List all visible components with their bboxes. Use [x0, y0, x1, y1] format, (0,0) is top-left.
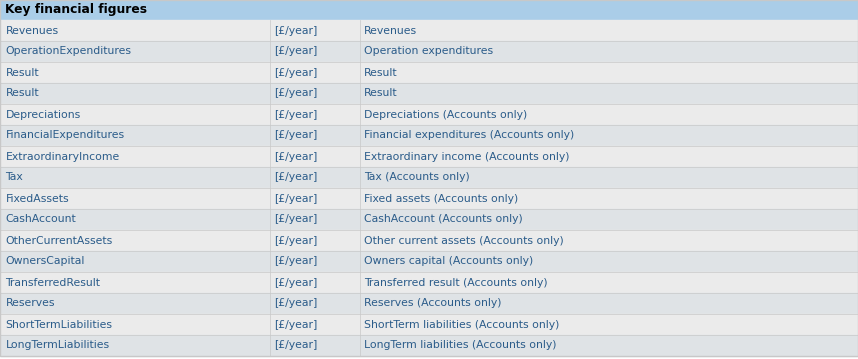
- Text: Owners capital (Accounts only): Owners capital (Accounts only): [365, 256, 534, 266]
- Bar: [0, 230, 858, 251]
- Text: [£/year]: [£/year]: [275, 340, 317, 350]
- Text: [£/year]: [£/year]: [275, 236, 317, 246]
- Bar: [0, 146, 858, 167]
- Text: Result: Result: [365, 67, 398, 78]
- Bar: [0, 0, 858, 20]
- Text: Tax (Accounts only): Tax (Accounts only): [365, 173, 470, 182]
- Text: Extraordinary income (Accounts only): Extraordinary income (Accounts only): [365, 151, 570, 162]
- Bar: [0, 314, 858, 335]
- Text: Financial expenditures (Accounts only): Financial expenditures (Accounts only): [365, 131, 575, 140]
- Text: [£/year]: [£/year]: [275, 320, 317, 330]
- Text: Revenues: Revenues: [365, 25, 418, 36]
- Bar: [0, 272, 858, 293]
- Text: [£/year]: [£/year]: [275, 131, 317, 140]
- Text: Depreciations: Depreciations: [5, 109, 81, 120]
- Text: [£/year]: [£/year]: [275, 214, 317, 224]
- Text: [£/year]: [£/year]: [275, 151, 317, 162]
- Bar: [0, 293, 858, 314]
- Text: FixedAssets: FixedAssets: [5, 194, 69, 204]
- Text: [£/year]: [£/year]: [275, 298, 317, 308]
- Text: Result: Result: [5, 89, 39, 98]
- Text: Other current assets (Accounts only): Other current assets (Accounts only): [365, 236, 564, 246]
- Bar: [0, 104, 858, 125]
- Text: CashAccount: CashAccount: [5, 214, 76, 224]
- Text: OperationExpenditures: OperationExpenditures: [5, 47, 131, 56]
- Text: Revenues: Revenues: [5, 25, 58, 36]
- Text: Reserves: Reserves: [5, 298, 55, 308]
- Text: Result: Result: [5, 67, 39, 78]
- Text: OwnersCapital: OwnersCapital: [5, 256, 85, 266]
- Text: [£/year]: [£/year]: [275, 256, 317, 266]
- Text: [£/year]: [£/year]: [275, 89, 317, 98]
- Bar: [0, 62, 858, 83]
- Text: [£/year]: [£/year]: [275, 194, 317, 204]
- Bar: [0, 167, 858, 188]
- Text: TransferredResult: TransferredResult: [5, 278, 100, 288]
- Text: ShortTerm liabilities (Accounts only): ShortTerm liabilities (Accounts only): [365, 320, 559, 330]
- Text: [£/year]: [£/year]: [275, 173, 317, 182]
- Text: Result: Result: [365, 89, 398, 98]
- Bar: [0, 20, 858, 41]
- Text: OtherCurrentAssets: OtherCurrentAssets: [5, 236, 112, 246]
- Text: [£/year]: [£/year]: [275, 278, 317, 288]
- Text: [£/year]: [£/year]: [275, 67, 317, 78]
- Text: Reserves (Accounts only): Reserves (Accounts only): [365, 298, 502, 308]
- Text: Depreciations (Accounts only): Depreciations (Accounts only): [365, 109, 528, 120]
- Text: [£/year]: [£/year]: [275, 25, 317, 36]
- Bar: [0, 188, 858, 209]
- Text: [£/year]: [£/year]: [275, 47, 317, 56]
- Bar: [0, 335, 858, 356]
- Text: CashAccount (Accounts only): CashAccount (Accounts only): [365, 214, 523, 224]
- Text: Fixed assets (Accounts only): Fixed assets (Accounts only): [365, 194, 518, 204]
- Text: ExtraordinaryIncome: ExtraordinaryIncome: [5, 151, 119, 162]
- Text: FinancialExpenditures: FinancialExpenditures: [5, 131, 124, 140]
- Bar: [0, 209, 858, 230]
- Text: LongTerm liabilities (Accounts only): LongTerm liabilities (Accounts only): [365, 340, 557, 350]
- Bar: [0, 83, 858, 104]
- Text: Tax: Tax: [5, 173, 23, 182]
- Text: Transferred result (Accounts only): Transferred result (Accounts only): [365, 278, 548, 288]
- Text: Key financial figures: Key financial figures: [5, 4, 148, 17]
- Bar: [0, 41, 858, 62]
- Bar: [0, 251, 858, 272]
- Text: Operation expenditures: Operation expenditures: [365, 47, 493, 56]
- Bar: [0, 125, 858, 146]
- Text: ShortTermLiabilities: ShortTermLiabilities: [5, 320, 112, 330]
- Text: LongTermLiabilities: LongTermLiabilities: [5, 340, 110, 350]
- Text: [£/year]: [£/year]: [275, 109, 317, 120]
